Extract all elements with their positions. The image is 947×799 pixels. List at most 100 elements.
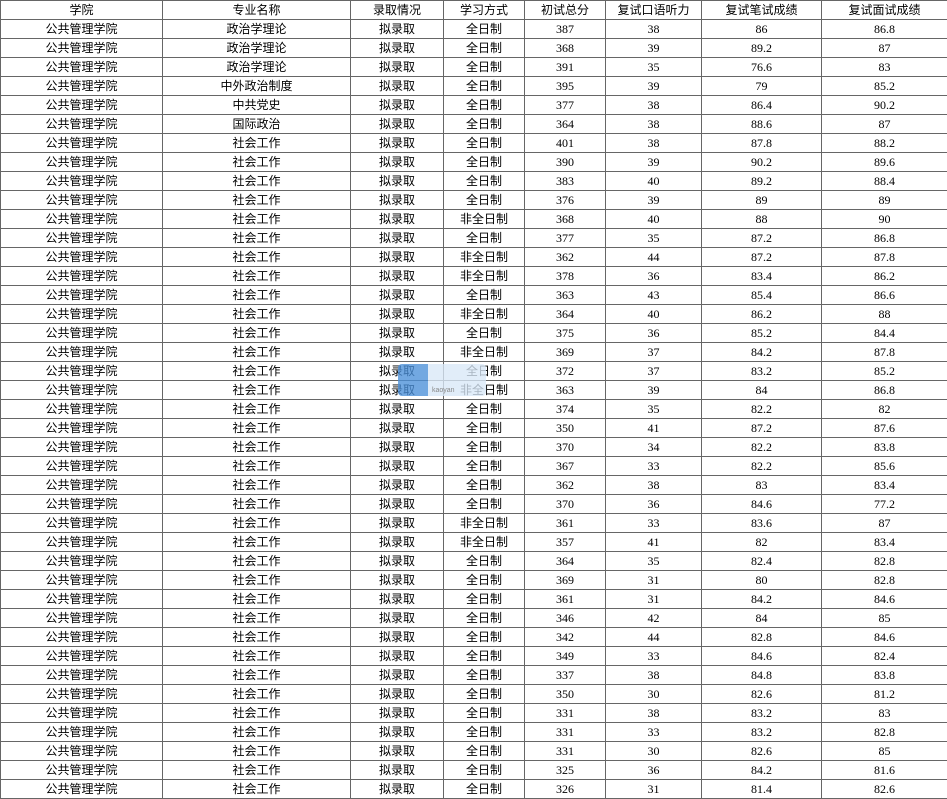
cell: 82.2: [702, 438, 822, 457]
cell: 83.2: [702, 362, 822, 381]
table-row: 公共管理学院中外政治制度拟录取全日制395397985.2: [1, 77, 947, 96]
cell: 社会工作: [163, 552, 351, 571]
cell: 83.6: [702, 514, 822, 533]
cell: 全日制: [444, 20, 525, 39]
cell: 350: [525, 685, 606, 704]
cell: 全日制: [444, 495, 525, 514]
cell: 拟录取: [351, 134, 444, 153]
col-header-2: 录取情况: [351, 1, 444, 20]
col-header-6: 复试笔试成绩: [702, 1, 822, 20]
cell: 31: [606, 571, 702, 590]
cell: 社会工作: [163, 438, 351, 457]
cell: 87.8: [822, 343, 947, 362]
cell: 85: [822, 742, 947, 761]
cell: 拟录取: [351, 172, 444, 191]
cell: 非全日制: [444, 248, 525, 267]
cell: 拟录取: [351, 533, 444, 552]
cell: 社会工作: [163, 780, 351, 799]
cell: 87.2: [702, 248, 822, 267]
cell: 30: [606, 685, 702, 704]
cell: 全日制: [444, 761, 525, 780]
cell: 公共管理学院: [1, 533, 163, 552]
cell: 拟录取: [351, 476, 444, 495]
cell: 331: [525, 723, 606, 742]
cell: 全日制: [444, 400, 525, 419]
cell: 拟录取: [351, 666, 444, 685]
cell: 全日制: [444, 115, 525, 134]
cell: 357: [525, 533, 606, 552]
cell: 84.6: [822, 628, 947, 647]
cell: 87: [822, 39, 947, 58]
cell: 拟录取: [351, 20, 444, 39]
cell: 公共管理学院: [1, 704, 163, 723]
cell: 全日制: [444, 362, 525, 381]
cell: 83: [822, 704, 947, 723]
cell: 41: [606, 533, 702, 552]
cell: 346: [525, 609, 606, 628]
cell: 369: [525, 343, 606, 362]
cell: 社会工作: [163, 305, 351, 324]
cell: 公共管理学院: [1, 172, 163, 191]
cell: 38: [606, 96, 702, 115]
table-row: 公共管理学院社会工作拟录取全日制3493384.682.4: [1, 647, 947, 666]
cell: 公共管理学院: [1, 685, 163, 704]
cell: 全日制: [444, 647, 525, 666]
cell: 86.8: [822, 20, 947, 39]
cell: 公共管理学院: [1, 647, 163, 666]
table-row: 公共管理学院社会工作拟录取非全日制3613383.687: [1, 514, 947, 533]
table-row: 公共管理学院社会工作拟录取全日制3834089.288.4: [1, 172, 947, 191]
cell: 公共管理学院: [1, 134, 163, 153]
cell: 87.2: [702, 419, 822, 438]
cell: 81.4: [702, 780, 822, 799]
cell: 90: [822, 210, 947, 229]
cell: 383: [525, 172, 606, 191]
cell: 38: [606, 134, 702, 153]
cell: 公共管理学院: [1, 457, 163, 476]
cell: 84: [702, 381, 822, 400]
cell: 社会工作: [163, 134, 351, 153]
cell: 82.2: [702, 457, 822, 476]
table-row: 公共管理学院社会工作拟录取全日制346428485: [1, 609, 947, 628]
cell: 83.8: [822, 666, 947, 685]
cell: 公共管理学院: [1, 324, 163, 343]
cell: 401: [525, 134, 606, 153]
cell: 87: [822, 115, 947, 134]
cell: 社会工作: [163, 343, 351, 362]
cell: 拟录取: [351, 571, 444, 590]
cell: 82.6: [822, 780, 947, 799]
cell: 363: [525, 286, 606, 305]
table-row: 公共管理学院社会工作拟录取全日制3673382.285.6: [1, 457, 947, 476]
col-header-3: 学习方式: [444, 1, 525, 20]
cell: 362: [525, 248, 606, 267]
cell: 30: [606, 742, 702, 761]
cell: 非全日制: [444, 343, 525, 362]
cell: 87.2: [702, 229, 822, 248]
cell: 83.4: [822, 476, 947, 495]
cell: 90.2: [822, 96, 947, 115]
col-header-4: 初试总分: [525, 1, 606, 20]
cell: 拟录取: [351, 96, 444, 115]
table-header: 学院专业名称录取情况学习方式初试总分复试口语听力复试笔试成绩复试面试成绩: [1, 1, 947, 20]
cell: 全日制: [444, 229, 525, 248]
cell: 84.6: [822, 590, 947, 609]
cell: 公共管理学院: [1, 590, 163, 609]
cell: 370: [525, 495, 606, 514]
cell: 拟录取: [351, 191, 444, 210]
cell: 公共管理学院: [1, 381, 163, 400]
cell: 84: [702, 609, 822, 628]
cell: 86.2: [822, 267, 947, 286]
table-row: 公共管理学院社会工作拟录取非全日制3693784.287.8: [1, 343, 947, 362]
cell: 拟录取: [351, 343, 444, 362]
table-row: 公共管理学院社会工作拟录取全日制3723783.285.2: [1, 362, 947, 381]
col-header-0: 学院: [1, 1, 163, 20]
cell: 拟录取: [351, 647, 444, 666]
cell: 83: [702, 476, 822, 495]
cell: 公共管理学院: [1, 419, 163, 438]
cell: 公共管理学院: [1, 723, 163, 742]
cell: 公共管理学院: [1, 39, 163, 58]
cell: 331: [525, 742, 606, 761]
cell: 全日制: [444, 77, 525, 96]
cell: 拟录取: [351, 153, 444, 172]
cell: 85.6: [822, 457, 947, 476]
cell: 42: [606, 609, 702, 628]
